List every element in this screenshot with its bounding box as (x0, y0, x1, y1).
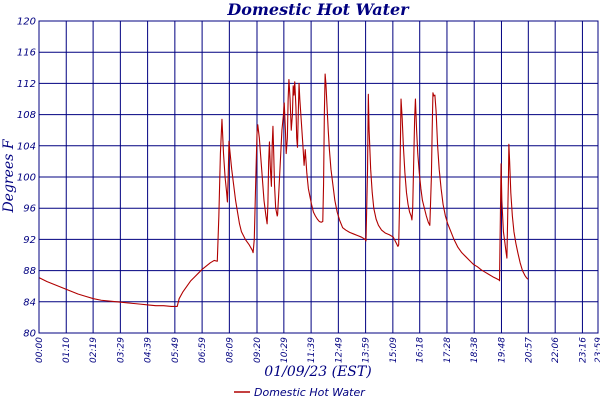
legend-label: Domestic Hot Water (254, 386, 366, 399)
x-tick-label: 11:39 (307, 337, 317, 363)
x-tick-label: 09:20 (253, 337, 263, 363)
y-tick-label: 92 (23, 235, 36, 246)
y-tick-label: 116 (17, 48, 36, 59)
x-tick-label: 10:29 (280, 337, 290, 363)
x-tick-label: 00:00 (35, 337, 45, 363)
x-tick-label: 16:18 (416, 337, 426, 363)
y-tick-label: 112 (17, 79, 36, 90)
chart-title: Domestic Hot Water (226, 0, 410, 19)
x-tick-label: 22:06 (551, 337, 561, 363)
x-tick-label: 06:59 (198, 337, 208, 363)
y-axis-ticks: 80 84 88 92 96 100 104 108 112 116 120 (17, 17, 36, 340)
x-tick-label: 08:09 (225, 337, 235, 363)
x-tick-label: 04:39 (144, 337, 154, 363)
y-tick-label: 88 (23, 266, 36, 277)
y-tick-label: 104 (17, 141, 36, 152)
series-lines (38, 73, 529, 308)
x-tick-label: 23:59 (594, 337, 600, 363)
y-tick-label: 84 (23, 297, 36, 308)
series-line (38, 73, 529, 308)
plot-frame (38, 20, 599, 334)
y-tick-label: 96 (23, 204, 36, 215)
x-tick-label: 23:16 (578, 337, 588, 363)
x-tick-label: 13:59 (362, 337, 372, 363)
y-tick-label: 80 (23, 329, 36, 340)
x-tick-label: 05:49 (171, 337, 181, 363)
x-axis-label: 01/09/23 (EST) (264, 364, 371, 380)
x-tick-label: 02:19 (89, 337, 99, 363)
x-tick-label: 18:38 (470, 337, 480, 363)
x-tick-label: 03:29 (116, 337, 126, 363)
legend: Domestic Hot Water (234, 386, 366, 399)
x-tick-label: 19:48 (497, 337, 507, 363)
y-axis-label: Degrees F (1, 138, 17, 213)
y-tick-label: 120 (17, 17, 36, 28)
x-tick-label: 15:09 (389, 337, 399, 363)
x-tick-label: 17:28 (443, 337, 453, 363)
x-tick-label: 20:57 (524, 337, 534, 363)
y-tick-label: 100 (17, 173, 36, 184)
x-axis-ticks: 00:00 01:10 02:19 03:29 04:39 05:49 06:59 08:09… (35, 337, 600, 363)
y-tick-label: 108 (17, 110, 36, 121)
x-tick-label: 01:10 (62, 337, 72, 363)
x-tick-label: 12:49 (334, 337, 344, 363)
